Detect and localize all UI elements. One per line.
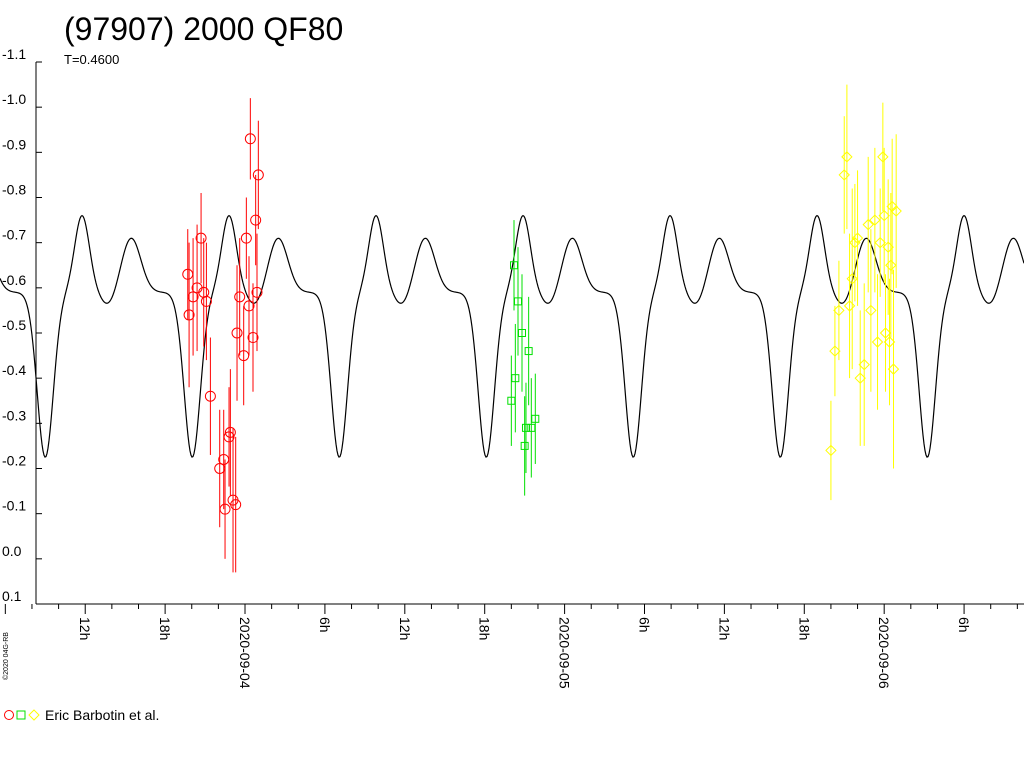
chart-title: (97907) 2000 QF80 [64, 11, 343, 47]
x-tick-label: 12h [397, 617, 413, 640]
data-point-diamond [871, 336, 884, 348]
copyright-note: ©2020 04G-RB [2, 632, 10, 680]
data-point-diamond [825, 444, 837, 457]
y-tick-label: -1.0 [2, 91, 26, 107]
data-point-diamond [833, 304, 845, 317]
x-tick-label: 6h [636, 617, 652, 633]
data-point-diamond [829, 345, 841, 357]
x-tick-label: 6h [956, 617, 972, 633]
data-point-diamond [883, 336, 896, 348]
x-ticks: 12h 18h 2020-09-04 6h 12h 18h 2020-09-05 6h 12h 1… [4, 604, 1018, 689]
data-point-circle [224, 426, 236, 438]
data-point-diamond [877, 151, 889, 163]
data-point-square [520, 441, 529, 450]
legend-square-marker [16, 710, 26, 720]
data-point-circle [251, 286, 263, 298]
legend-diamond-marker [28, 709, 40, 721]
data-point-diamond [887, 363, 900, 375]
data-point-square [517, 329, 526, 337]
y-tick-label: -0.3 [2, 407, 26, 423]
x-tick-label: 18h [477, 617, 493, 640]
chart-subtitle: T=0.4600 [64, 52, 119, 67]
data-points-layer [182, 84, 902, 573]
data-point-diamond [879, 327, 892, 339]
x-tick-label: 2020-09-05 [557, 617, 573, 689]
data-point-diamond [858, 358, 870, 371]
y-tick-label: -0.2 [2, 453, 26, 469]
y-tick-label: 0.1 [2, 588, 22, 604]
data-point-circle [252, 169, 264, 181]
data-point-circle [240, 232, 252, 244]
y-tick-label: -0.4 [2, 362, 26, 378]
data-point-circle [230, 499, 242, 511]
y-tick-label: 0.0 [2, 543, 22, 559]
data-point-circle [231, 327, 243, 339]
x-tick-label: 6h [317, 617, 333, 633]
data-point-diamond [854, 372, 866, 384]
data-point-diamond [874, 236, 886, 249]
data-point-circle [247, 332, 259, 344]
data-point-diamond [882, 241, 894, 253]
data-point-circle [183, 309, 195, 321]
y-tick-label: -0.1 [2, 498, 26, 514]
data-point-circle [187, 291, 199, 303]
y-tick-label: -0.8 [2, 182, 26, 198]
data-point-diamond [838, 169, 850, 181]
y-tick-label: -0.7 [2, 227, 26, 243]
y-tick-label: -0.5 [2, 317, 26, 333]
legend: Eric Barbotin et al. [4, 707, 159, 723]
data-point-square [531, 414, 540, 423]
data-point-circle [223, 431, 235, 443]
data-point-diamond [843, 300, 856, 312]
data-point-circle [204, 390, 216, 402]
data-point-circle [244, 133, 256, 145]
legend-circle-marker [4, 710, 14, 720]
data-point-diamond [851, 232, 864, 244]
data-point-diamond [869, 214, 881, 226]
y-tick-label: -0.9 [2, 136, 26, 152]
y-tick-label: -0.6 [2, 272, 26, 288]
data-point-circle [195, 232, 207, 244]
data-point-diamond [865, 304, 877, 317]
data-point-diamond [846, 273, 858, 285]
data-point-diamond [878, 209, 890, 222]
data-point-circle [219, 503, 231, 515]
x-tick-label: 12h [716, 617, 732, 640]
y-ticks: -1.1 -1.0 -0.9 -0.8 -0.7 -0.6 -0.5 -0.4 -0.3 -0.2… [2, 46, 42, 605]
x-tick-label: 2020-09-06 [876, 617, 892, 689]
data-point-circle [250, 214, 262, 226]
data-point-circle [200, 295, 212, 307]
data-point-diamond [885, 259, 897, 271]
series-diamond [825, 84, 902, 501]
data-point-diamond [849, 236, 861, 249]
data-point-square [511, 374, 520, 383]
data-point-circle [243, 300, 255, 312]
x-tick-label: 18h [157, 617, 173, 640]
data-point-circle [234, 291, 246, 303]
x-tick-label: 2020-09-04 [237, 617, 253, 689]
data-point-diamond [841, 151, 853, 163]
legend-label: Eric Barbotin et al. [45, 707, 159, 723]
y-tick-label: -1.1 [2, 46, 26, 62]
series-square [507, 220, 540, 496]
data-point-square [521, 423, 530, 432]
data-point-diamond [862, 218, 874, 231]
x-tick-label: 18h [796, 617, 812, 640]
data-point-square [524, 347, 533, 356]
data-point-diamond [890, 205, 902, 217]
x-tick-label: 12h [77, 617, 93, 640]
series-circle [182, 98, 264, 573]
